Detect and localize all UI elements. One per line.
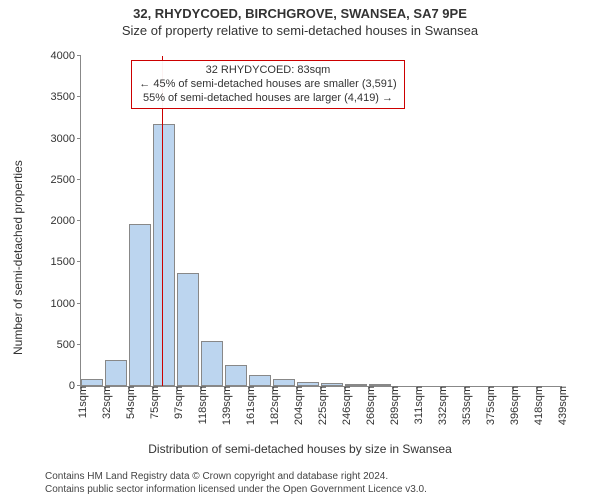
x-tick-label: 353sqm: [457, 386, 473, 425]
x-tick-label: 161sqm: [241, 386, 257, 425]
footer-line1: Contains HM Land Registry data © Crown c…: [45, 471, 592, 484]
x-tick-label: 118sqm: [193, 386, 209, 424]
x-tick-label: 332sqm: [433, 386, 449, 425]
x-tick-label: 225sqm: [313, 386, 329, 425]
y-tick-label: 1000: [51, 298, 81, 310]
x-tick-label: 418sqm: [529, 386, 545, 425]
x-tick-label: 182sqm: [265, 386, 281, 425]
y-tick-mark: [77, 138, 81, 139]
y-tick-mark: [77, 55, 81, 56]
y-tick-mark: [77, 303, 81, 304]
y-tick-label: 4000: [51, 50, 81, 62]
y-tick-label: 1500: [51, 256, 81, 268]
footer-line2: Contains public sector information licen…: [45, 484, 592, 497]
annotation-line2: ← 45% of semi-detached houses are smalle…: [138, 78, 398, 92]
plot-area: 0500100015002000250030003500400011sqm32s…: [80, 56, 561, 387]
y-axis-label: Number of semi-detached properties: [11, 160, 25, 355]
annotation-line3: 55% of semi-detached houses are larger (…: [138, 92, 398, 106]
y-tick-label: 2000: [51, 215, 81, 227]
x-tick-label: 375sqm: [481, 386, 497, 425]
histogram-bar: [225, 365, 247, 386]
y-tick-mark: [77, 220, 81, 221]
y-tick-mark: [77, 344, 81, 345]
histogram-bar: [273, 379, 295, 386]
x-tick-label: 289sqm: [385, 386, 401, 425]
histogram-bar: [81, 379, 103, 386]
y-tick-mark: [77, 261, 81, 262]
y-tick-mark: [77, 179, 81, 180]
histogram-bar: [105, 360, 127, 386]
x-tick-label: 204sqm: [289, 386, 305, 425]
x-tick-label: 439sqm: [553, 386, 569, 425]
x-tick-label: 311sqm: [409, 386, 425, 424]
histogram-bar: [249, 375, 271, 386]
histogram-bar: [177, 273, 199, 386]
x-axis-label: Distribution of semi-detached houses by …: [0, 442, 600, 456]
x-tick-label: 32sqm: [97, 386, 113, 419]
annotation-box: 32 RHYDYCOED: 83sqm ← 45% of semi-detach…: [131, 60, 405, 109]
y-tick-mark: [77, 96, 81, 97]
page-subtitle: Size of property relative to semi-detach…: [0, 23, 600, 38]
page-title: 32, RHYDYCOED, BIRCHGROVE, SWANSEA, SA7 …: [0, 6, 600, 21]
x-tick-label: 97sqm: [169, 386, 185, 419]
x-tick-label: 268sqm: [361, 386, 377, 425]
histogram-bar: [201, 341, 223, 386]
y-tick-label: 3500: [51, 91, 81, 103]
x-tick-label: 139sqm: [217, 386, 233, 425]
histogram-bar: [129, 224, 151, 386]
title-block: 32, RHYDYCOED, BIRCHGROVE, SWANSEA, SA7 …: [0, 0, 600, 38]
y-tick-label: 2500: [51, 174, 81, 186]
chart-container: 32, RHYDYCOED, BIRCHGROVE, SWANSEA, SA7 …: [0, 0, 600, 500]
footer: Contains HM Land Registry data © Crown c…: [45, 471, 592, 496]
histogram-bar: [153, 124, 175, 386]
x-tick-label: 11sqm: [73, 386, 89, 418]
x-tick-label: 54sqm: [121, 386, 137, 419]
x-tick-label: 396sqm: [505, 386, 521, 425]
annotation-line1: 32 RHYDYCOED: 83sqm: [138, 64, 398, 78]
y-tick-label: 500: [57, 339, 81, 351]
y-tick-label: 3000: [51, 133, 81, 145]
x-tick-label: 75sqm: [145, 386, 161, 419]
chart-region: 0500100015002000250030003500400011sqm32s…: [60, 50, 568, 420]
x-tick-label: 246sqm: [337, 386, 353, 425]
